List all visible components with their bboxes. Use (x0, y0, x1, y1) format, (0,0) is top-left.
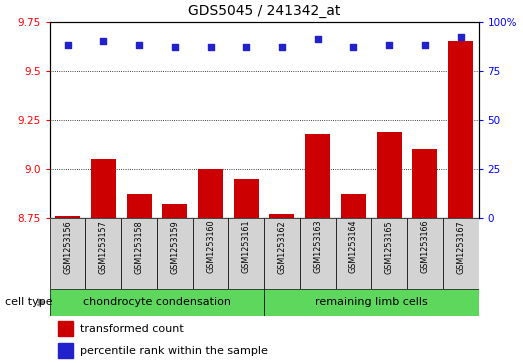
Text: GSM1253157: GSM1253157 (99, 220, 108, 274)
Text: GSM1253164: GSM1253164 (349, 220, 358, 273)
Text: transformed count: transformed count (79, 323, 184, 334)
Title: GDS5045 / 241342_at: GDS5045 / 241342_at (188, 4, 340, 18)
Point (206, 44, 214, 50)
Text: GSM1253158: GSM1253158 (134, 220, 143, 274)
FancyBboxPatch shape (300, 218, 336, 289)
Text: cell type: cell type (5, 297, 53, 307)
Bar (234, 179, 259, 218)
Point (135, 42, 143, 48)
Text: GSM1253162: GSM1253162 (278, 220, 287, 274)
FancyBboxPatch shape (264, 218, 300, 289)
Bar (341, 194, 366, 218)
FancyBboxPatch shape (50, 218, 85, 289)
FancyBboxPatch shape (157, 218, 192, 289)
Bar (377, 131, 402, 218)
Point (242, 44, 251, 50)
Text: GSM1253165: GSM1253165 (385, 220, 394, 274)
FancyBboxPatch shape (336, 218, 371, 289)
FancyBboxPatch shape (264, 289, 479, 316)
Text: GSM1253163: GSM1253163 (313, 220, 322, 273)
FancyBboxPatch shape (85, 218, 121, 289)
FancyBboxPatch shape (407, 218, 443, 289)
Bar (413, 149, 437, 218)
Bar (305, 134, 330, 218)
Text: GSM1253159: GSM1253159 (170, 220, 179, 274)
Text: remaining limb cells: remaining limb cells (315, 297, 428, 307)
FancyBboxPatch shape (121, 218, 157, 289)
Point (278, 44, 286, 50)
Text: chondrocyte condensation: chondrocyte condensation (83, 297, 231, 307)
Point (385, 42, 393, 48)
FancyBboxPatch shape (229, 218, 264, 289)
FancyBboxPatch shape (443, 218, 479, 289)
Point (457, 34, 465, 40)
Bar (448, 41, 473, 218)
Bar (58, 321, 73, 336)
Bar (91, 159, 116, 218)
Point (420, 42, 429, 48)
Point (170, 44, 179, 50)
Point (63, 42, 72, 48)
Bar (162, 204, 187, 218)
Text: GSM1253160: GSM1253160 (206, 220, 215, 273)
Point (349, 44, 358, 50)
Text: GSM1253167: GSM1253167 (456, 220, 465, 274)
Point (313, 37, 322, 42)
Text: GSM1253156: GSM1253156 (63, 220, 72, 274)
Bar (127, 194, 152, 218)
Bar (55, 216, 80, 218)
Bar (269, 214, 294, 218)
FancyBboxPatch shape (371, 218, 407, 289)
FancyBboxPatch shape (192, 218, 229, 289)
FancyBboxPatch shape (50, 289, 264, 316)
Text: GSM1253166: GSM1253166 (420, 220, 429, 273)
Text: GSM1253161: GSM1253161 (242, 220, 251, 273)
Point (99, 38, 108, 44)
Bar (58, 343, 73, 358)
Text: percentile rank within the sample: percentile rank within the sample (79, 346, 268, 356)
Bar (198, 169, 223, 218)
